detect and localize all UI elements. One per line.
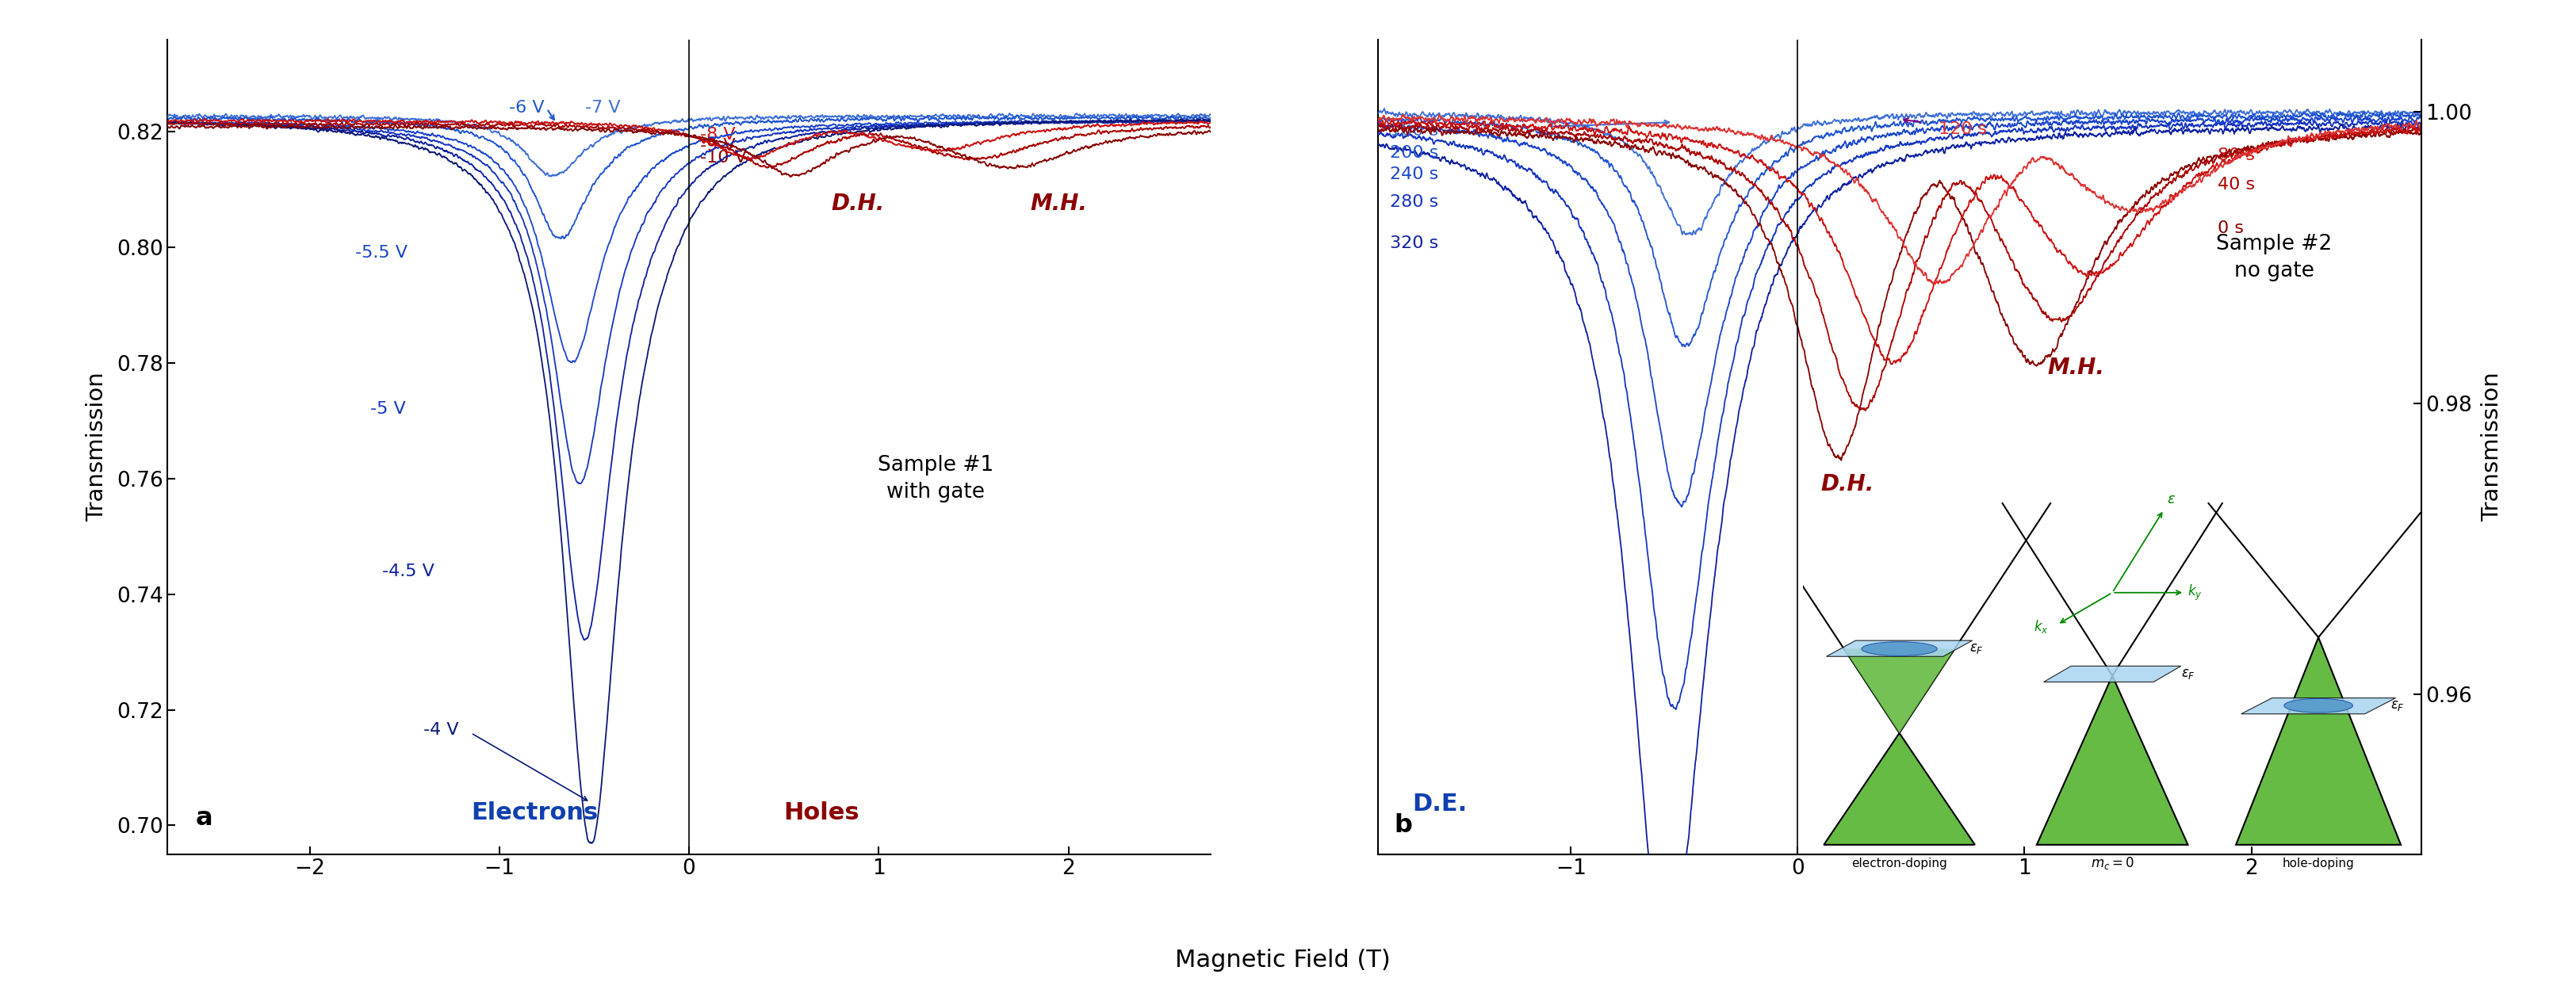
Y-axis label: Transmission: Transmission (85, 372, 108, 521)
Text: 320 s: 320 s (1388, 235, 1437, 251)
Polygon shape (1824, 733, 1976, 845)
Text: -7 V: -7 V (585, 99, 621, 116)
Text: -6 V: -6 V (510, 99, 544, 116)
Text: $\varepsilon_F$: $\varepsilon_F$ (2391, 698, 2403, 713)
Y-axis label: Transmission: Transmission (2481, 372, 2504, 521)
Text: -9 V: -9 V (701, 138, 737, 154)
Text: M.H.: M.H. (2048, 356, 2105, 379)
Text: 240 s: 240 s (1388, 167, 1437, 183)
Text: 200 s: 200 s (1388, 145, 1437, 161)
Polygon shape (2038, 676, 2187, 845)
Text: -4.5 V: -4.5 V (381, 563, 433, 579)
Ellipse shape (1862, 642, 1937, 656)
Text: $k_y$: $k_y$ (2187, 583, 2202, 602)
Text: -5 V: -5 V (371, 402, 407, 417)
Text: D.E.: D.E. (1412, 792, 1468, 815)
Text: electron-doping: electron-doping (1852, 857, 1947, 869)
Text: Sample #1
with gate: Sample #1 with gate (878, 455, 994, 503)
Text: M.H.: M.H. (1030, 192, 1087, 214)
Text: -5.5 V: -5.5 V (355, 245, 407, 261)
Text: a: a (196, 806, 214, 831)
Text: Holes: Holes (783, 801, 860, 825)
Text: -8 V: -8 V (701, 127, 737, 142)
Text: $\varepsilon_F$: $\varepsilon_F$ (1971, 641, 1984, 655)
Text: Electrons: Electrons (471, 801, 598, 825)
Text: Sample #2
no gate: Sample #2 no gate (2215, 234, 2331, 282)
Text: -4 V: -4 V (422, 722, 459, 738)
Text: b: b (1394, 813, 1412, 838)
Text: $\varepsilon_F$: $\varepsilon_F$ (2182, 667, 2195, 681)
Polygon shape (2043, 666, 2182, 682)
Text: D.H.: D.H. (1821, 473, 1873, 495)
Text: 280 s: 280 s (1388, 194, 1437, 210)
Text: 120 s: 120 s (1937, 122, 1986, 137)
Text: 160 s: 160 s (1388, 123, 1437, 138)
Ellipse shape (2285, 698, 2352, 713)
Text: $\varepsilon$: $\varepsilon$ (2166, 492, 2177, 507)
Polygon shape (1826, 640, 1973, 657)
Text: D.H.: D.H. (832, 192, 884, 214)
Text: 80 s: 80 s (2218, 148, 2254, 164)
Text: Magnetic Field (T): Magnetic Field (T) (1175, 949, 1391, 972)
Text: 0 s: 0 s (2218, 221, 2244, 237)
Text: $m_c = 0$: $m_c = 0$ (2092, 855, 2133, 871)
Polygon shape (2236, 637, 2401, 845)
Text: $k_x$: $k_x$ (2032, 619, 2048, 635)
Polygon shape (1844, 649, 1955, 733)
Text: -10 V: -10 V (701, 150, 747, 166)
Text: hole-doping: hole-doping (2282, 857, 2354, 869)
Text: 40 s: 40 s (2218, 177, 2254, 192)
Polygon shape (2241, 698, 2396, 714)
